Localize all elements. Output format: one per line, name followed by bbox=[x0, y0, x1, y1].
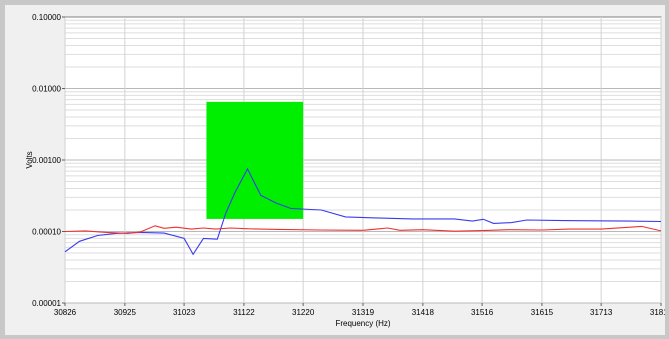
series-line-red bbox=[64, 225, 662, 234]
y-tick-label: 0.01000 bbox=[32, 85, 61, 94]
x-tick-label: 31812 bbox=[650, 308, 665, 317]
plot: 0.10000 0.01000 0.00100 0.00010 0.00001 3082… bbox=[25, 13, 665, 328]
x-tick-label: 30826 bbox=[54, 308, 77, 317]
y-tick-labels: 0.10000 0.01000 0.00100 0.00010 0.00001 bbox=[32, 13, 61, 308]
highlight-region bbox=[206, 101, 304, 219]
x-tick-label: 31418 bbox=[412, 308, 435, 317]
y-axis-title: Volts bbox=[25, 151, 34, 168]
x-tick-label: 31023 bbox=[173, 308, 196, 317]
chart-window: 0.10000 0.01000 0.00100 0.00010 0.00001 3082… bbox=[5, 5, 665, 335]
series-line-blue bbox=[64, 167, 662, 256]
grid-lines bbox=[62, 16, 662, 306]
x-tick-label: 31319 bbox=[352, 308, 375, 317]
y-tick-label: 0.00100 bbox=[32, 156, 61, 165]
series-layer bbox=[64, 167, 662, 256]
x-tick-label: 31713 bbox=[590, 308, 613, 317]
x-tick-label: 31220 bbox=[292, 308, 315, 317]
x-tick-label: 31122 bbox=[233, 308, 255, 317]
y-tick-label: 0.00001 bbox=[32, 299, 61, 308]
x-tick-label: 31615 bbox=[531, 308, 554, 317]
x-tick-labels: 30826 30925 31023 31122 31220 31319 31418 31516… bbox=[54, 308, 665, 317]
x-tick-label: 30925 bbox=[114, 308, 137, 317]
x-tick-label: 31516 bbox=[471, 308, 494, 317]
y-tick-label: 0.10000 bbox=[32, 13, 61, 22]
highlight-layer bbox=[206, 101, 304, 219]
y-tick-label: 0.00010 bbox=[32, 228, 61, 237]
x-axis-title: Frequency (Hz) bbox=[335, 319, 390, 328]
